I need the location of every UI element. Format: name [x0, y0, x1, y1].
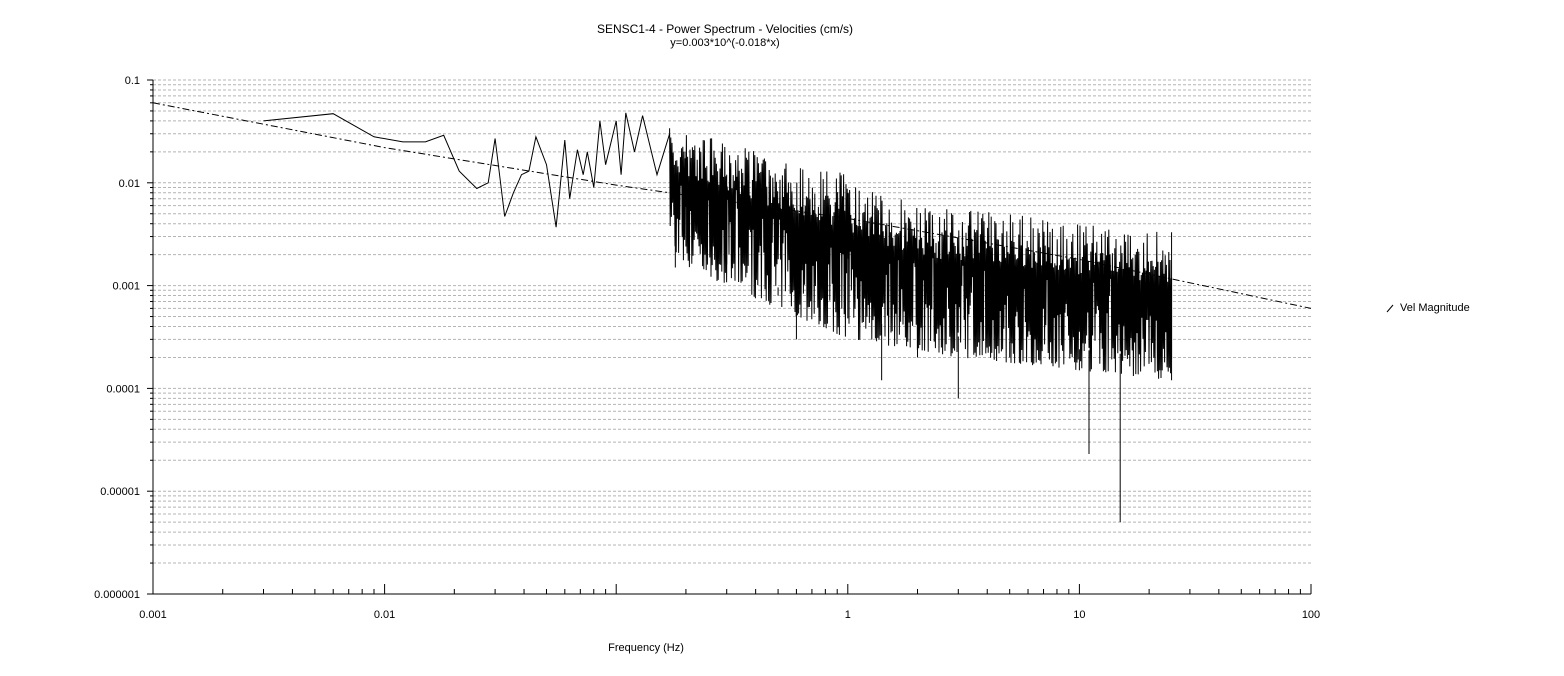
y-tick-label: 0.0001: [106, 383, 140, 395]
tick-marks: [147, 79, 1312, 595]
y-tick-label: 0.01: [119, 178, 140, 190]
series-layer: [152, 102, 1312, 523]
chart-subtitle: y=0.003*10^(-0.018*x): [670, 37, 780, 49]
x-tick-label: 10: [1073, 609, 1085, 621]
grid: [153, 79, 1311, 595]
x-axis-label: Frequency (Hz): [608, 642, 684, 654]
y-tick-label: 0.00001: [100, 486, 140, 498]
series-line-vel-magnitude: [263, 112, 1172, 379]
trend-line: [152, 102, 1312, 309]
tick-labels: 0.1 0.01 0.001 0.0001 0.00001 0.000001 0.001 0.…: [94, 75, 1320, 621]
axes: [152, 80, 1311, 595]
chart-title: SENSC1-4 - Power Spectrum - Velocities (…: [596, 22, 854, 36]
legend: Vel Magnitude: [1386, 301, 1470, 315]
y-tick-label: 0.000001: [94, 589, 140, 601]
y-tick-label: 0.1: [125, 75, 140, 87]
legend-label: Vel Magnitude: [1400, 302, 1470, 314]
x-tick-label: 1: [845, 609, 851, 621]
legend-line-icon: [1386, 303, 1394, 313]
y-tick-label: 0.001: [112, 281, 140, 293]
x-tick-label: 0.001: [139, 609, 167, 621]
x-tick-label: 0.01: [374, 609, 395, 621]
x-tick-label: 100: [1302, 609, 1320, 621]
